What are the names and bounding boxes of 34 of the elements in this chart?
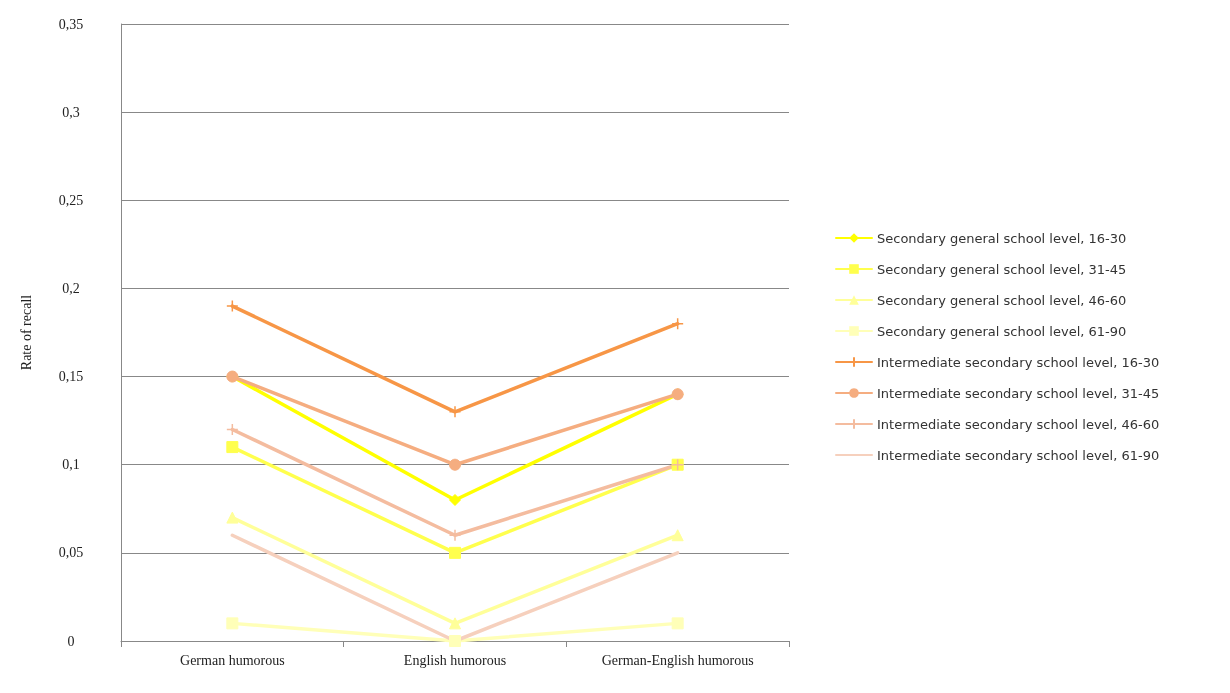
- y-tick-label: 0,25: [58, 192, 84, 208]
- point: [226, 423, 239, 436]
- point: [449, 458, 461, 471]
- point: [449, 546, 461, 559]
- legend-label: Secondary general school level, 61-90: [877, 323, 1127, 339]
- y-tick-label: 0,3: [62, 104, 80, 120]
- point: [226, 617, 239, 630]
- y-tick-label: 0,1: [62, 457, 80, 473]
- point: [226, 441, 239, 454]
- x-tick-label: German humorous: [180, 652, 285, 668]
- point: [671, 317, 684, 330]
- point: [226, 299, 239, 313]
- legend-label: Intermediate secondary school level, 31-45: [877, 385, 1160, 401]
- legend-label: Secondary general school level, 16-30: [877, 230, 1127, 246]
- y-tick-label: 0,2: [62, 280, 80, 296]
- point: [449, 617, 461, 630]
- x-tick-label: German-English humorous: [601, 652, 754, 668]
- y-tick-label: 0,35: [58, 16, 84, 32]
- x-tick-label: English humorous: [403, 652, 507, 668]
- legend-label: Intermediate secondary school level, 46-60: [877, 416, 1160, 432]
- point: [449, 635, 461, 647]
- legend-label: Intermediate secondary school level, 16-30: [877, 354, 1160, 370]
- legend-label: Secondary general school level, 31-45: [877, 261, 1127, 277]
- legend-label: Intermediate secondary school level, 61-90: [877, 447, 1160, 463]
- point: [226, 511, 239, 524]
- point: [671, 617, 684, 630]
- point: [671, 529, 684, 542]
- point: [449, 493, 461, 506]
- y-tick-label: 0,15: [58, 369, 84, 385]
- legend-label: Secondary general school level, 46-60: [877, 292, 1127, 308]
- point: [448, 405, 462, 419]
- y-tick-label: 0,05: [58, 545, 84, 561]
- y-axis-title: Rate of recall: [18, 294, 34, 371]
- y-tick-label: 0: [67, 633, 75, 649]
